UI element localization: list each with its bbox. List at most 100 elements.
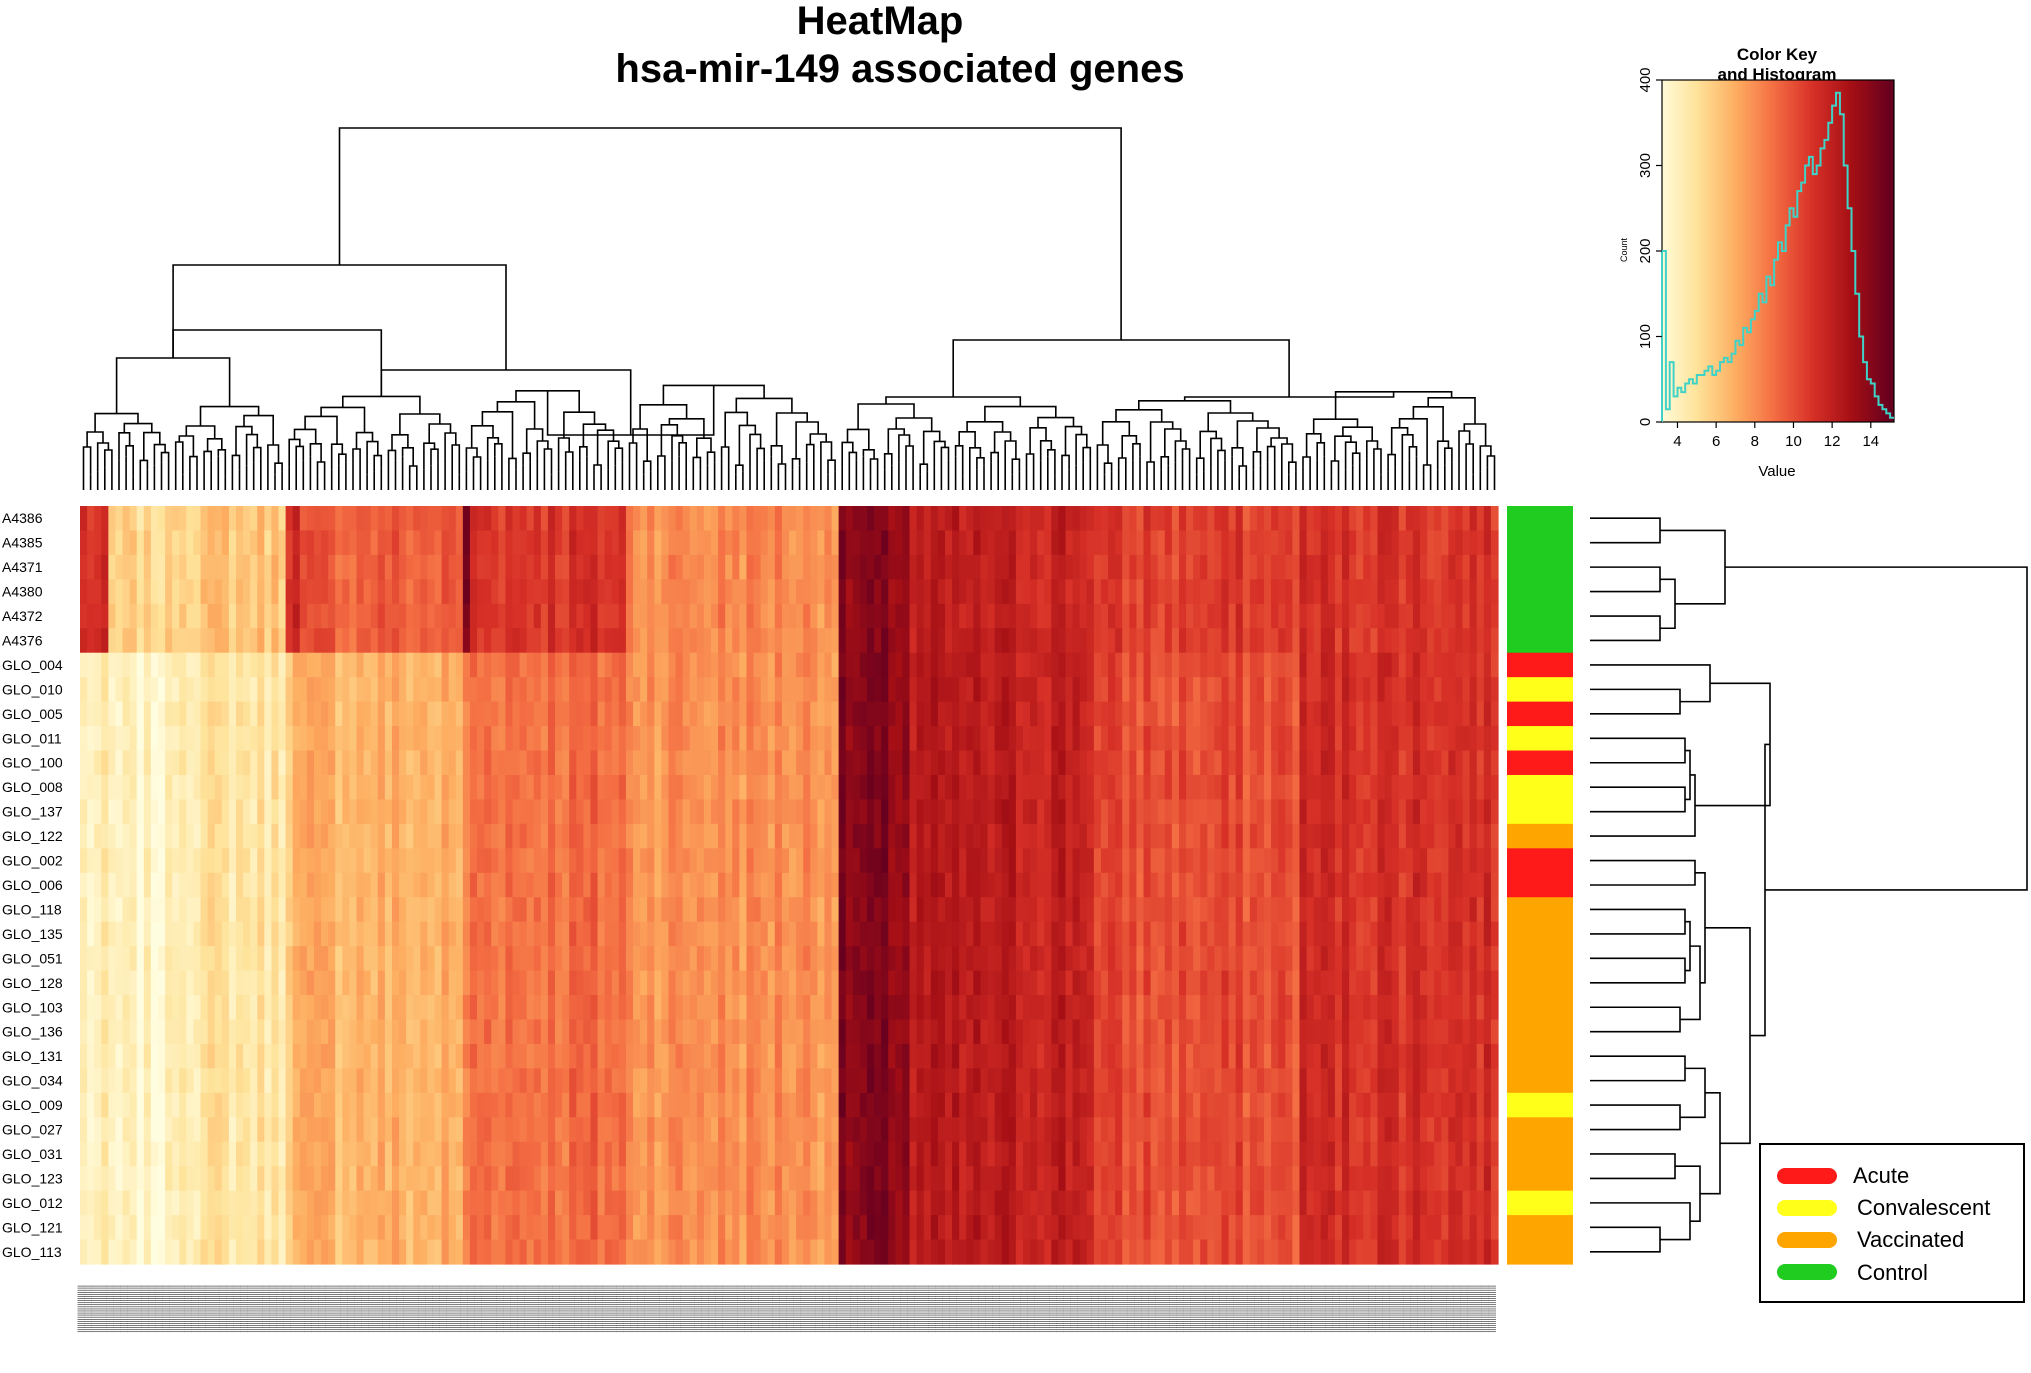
heatmap-cell — [526, 1043, 535, 1069]
heatmap-cell — [1285, 603, 1293, 629]
heatmap-cell — [462, 726, 471, 752]
heatmap-cell — [420, 995, 429, 1021]
dendrogram-branch — [82, 446, 92, 475]
heatmap-cell — [1122, 677, 1130, 703]
heatmap-cell — [1129, 530, 1138, 556]
heatmap-cell — [767, 946, 776, 972]
heatmap-cell — [796, 799, 804, 825]
heatmap-cell — [1178, 554, 1187, 580]
heatmap-cell — [1228, 1019, 1237, 1045]
heatmap-cell — [902, 872, 911, 898]
heatmap-cell — [278, 603, 287, 629]
heatmap-cell — [668, 750, 677, 776]
heatmap-cell — [959, 995, 967, 1021]
heatmap-cell — [654, 921, 662, 947]
heatmap-cell — [207, 750, 216, 776]
heatmap-cell — [243, 1043, 251, 1069]
heatmap-cell — [647, 970, 655, 996]
heatmap-cell — [264, 1019, 273, 1045]
heatmap-cell — [1093, 628, 1102, 654]
heatmap-cell — [703, 1019, 712, 1045]
heatmap-cell — [136, 726, 145, 752]
heatmap-cell — [902, 995, 911, 1021]
heatmap-cell — [1278, 750, 1286, 776]
heatmap-cell — [143, 579, 152, 605]
dendrogram-branch — [738, 424, 757, 466]
heatmap-cell — [1334, 750, 1343, 776]
heatmap-cell — [1391, 677, 1400, 703]
heatmap-cell — [172, 872, 180, 898]
heatmap-cell — [1384, 897, 1393, 923]
heatmap-cell — [668, 1043, 677, 1069]
heatmap-cell — [200, 823, 209, 849]
heatmap-cell — [313, 579, 322, 605]
heatmap-cell — [1249, 921, 1258, 947]
heatmap-cell — [994, 726, 1003, 752]
heatmap-cell — [533, 750, 542, 776]
heatmap-cell — [1136, 579, 1145, 605]
heatmap-cell — [434, 530, 443, 556]
heatmap-cell — [831, 701, 840, 727]
heatmap-cell — [1051, 628, 1060, 654]
dendrogram-branch — [304, 415, 338, 445]
heatmap-cell — [101, 995, 109, 1021]
heatmap-cell — [278, 970, 287, 996]
heatmap-cell — [349, 897, 358, 923]
heatmap-cell — [413, 677, 421, 703]
heatmap-cell — [1207, 506, 1215, 532]
heatmap-cell — [165, 823, 173, 849]
heatmap-cell — [597, 848, 606, 874]
heatmap-cell — [1292, 1043, 1301, 1069]
heatmap-cell — [179, 677, 187, 703]
heatmap-cell — [874, 506, 882, 532]
heatmap-cell — [1001, 506, 1010, 532]
heatmap-cell — [1072, 946, 1081, 972]
heatmap-cell — [1490, 848, 1499, 874]
heatmap-cell — [1065, 823, 1074, 849]
heatmap-cell — [831, 1043, 840, 1069]
heatmap-cell — [874, 823, 882, 849]
heatmap-cell — [732, 726, 740, 752]
heatmap-cell — [1171, 823, 1180, 849]
heatmap-cell — [94, 799, 102, 825]
heatmap-cell — [264, 946, 273, 972]
heatmap-cell — [810, 726, 818, 752]
heatmap-cell — [1193, 995, 1201, 1021]
heatmap-cell — [796, 774, 804, 801]
heatmap-cell — [590, 701, 599, 727]
heatmap-cell — [640, 1019, 648, 1045]
heatmap-cell — [363, 774, 372, 801]
heatmap-cell — [576, 750, 584, 776]
heatmap-cell — [1242, 677, 1251, 703]
heatmap-cell — [498, 897, 506, 923]
heatmap-cell — [980, 726, 989, 752]
heatmap-cell — [1186, 872, 1194, 898]
heatmap-cell — [604, 897, 613, 923]
heatmap-cell — [547, 774, 556, 801]
heatmap-cell — [172, 921, 180, 947]
heatmap-cell — [874, 628, 882, 654]
heatmap-cell — [1058, 628, 1067, 654]
heatmap-cell — [640, 1043, 648, 1069]
heatmap-cell — [1356, 897, 1364, 923]
heatmap-cell — [406, 799, 414, 825]
heatmap-cell — [1178, 603, 1187, 629]
heatmap-cell — [165, 750, 173, 776]
heatmap-cell — [966, 799, 974, 825]
heatmap-cell — [1214, 823, 1223, 849]
heatmap-cell — [930, 799, 939, 825]
heatmap-cell — [1398, 823, 1407, 849]
heatmap-cell — [1264, 823, 1272, 849]
heatmap-cell — [1108, 603, 1116, 629]
heatmap-cell — [1150, 701, 1159, 727]
heatmap-cell — [1037, 506, 1045, 532]
heatmap-cell — [391, 701, 400, 727]
heatmap-cell — [80, 848, 88, 874]
heatmap-cell — [1228, 652, 1237, 678]
heatmap-cell — [824, 970, 833, 996]
heatmap-cell — [200, 530, 209, 556]
heatmap-cell — [1278, 823, 1286, 849]
heatmap-cell — [533, 970, 542, 996]
heatmap-cell — [157, 823, 166, 849]
heatmap-cell — [221, 921, 230, 947]
